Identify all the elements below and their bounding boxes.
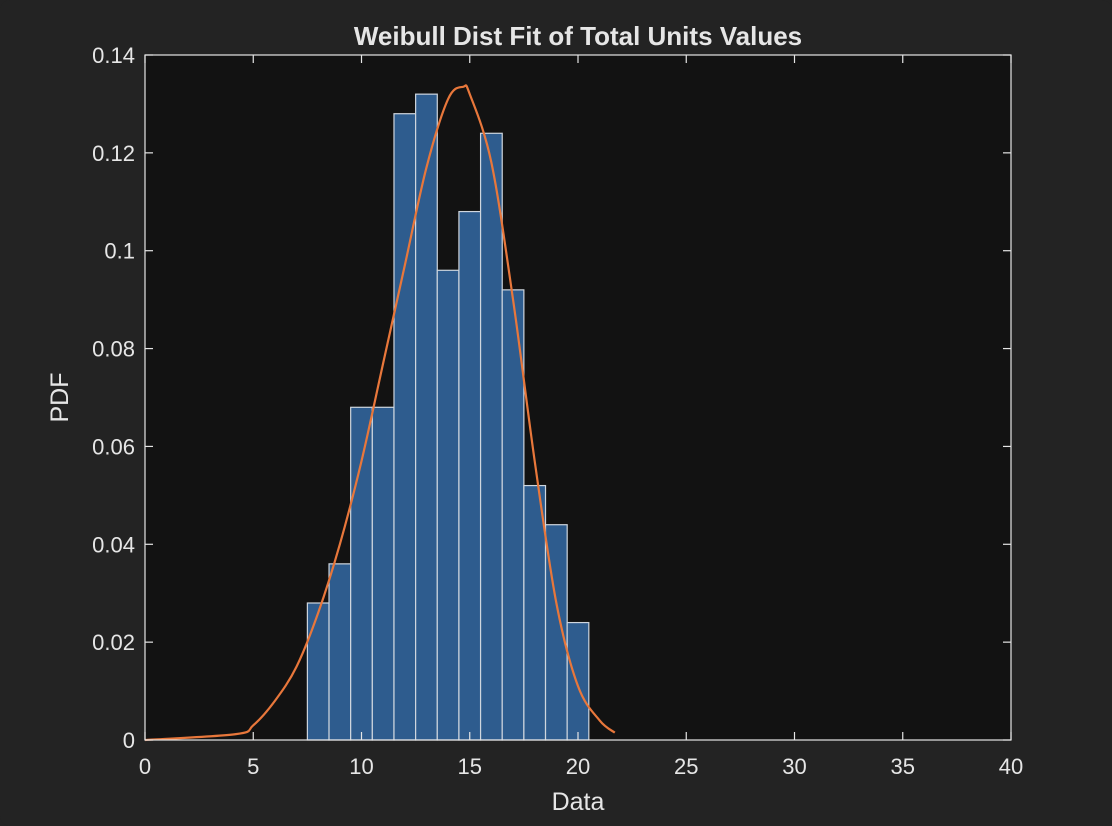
y-tick-label: 0.02 bbox=[92, 630, 135, 655]
x-tick-label: 20 bbox=[566, 754, 590, 779]
axis-ticks bbox=[144, 54, 1012, 741]
histogram-bars bbox=[306, 93, 590, 741]
x-tick-label: 30 bbox=[782, 754, 806, 779]
x-tick-label: 10 bbox=[349, 754, 373, 779]
y-tick-label: 0.06 bbox=[92, 434, 135, 459]
y-tick-label: 0 bbox=[123, 728, 135, 753]
weibull-fit-curve bbox=[144, 84, 616, 742]
y-axis-title: PDF bbox=[46, 373, 74, 423]
x-tick-label: 25 bbox=[674, 754, 698, 779]
histogram-bar bbox=[371, 406, 395, 741]
histogram-bar bbox=[393, 113, 417, 741]
y-tick-label: 0.1 bbox=[104, 239, 135, 264]
x-tick-label: 5 bbox=[247, 754, 259, 779]
histogram-bar bbox=[415, 93, 438, 741]
histogram-bar bbox=[306, 602, 330, 741]
histogram-bar bbox=[458, 210, 482, 741]
y-tick-labels: 0 0.02 0.04 0.06 0.08 0.1 0.12 0.14 bbox=[92, 43, 135, 753]
x-tick-label: 35 bbox=[891, 754, 915, 779]
histogram-bar bbox=[479, 132, 503, 741]
histogram-bar bbox=[523, 484, 547, 741]
histogram-bar bbox=[566, 621, 590, 741]
y-tick-label: 0.14 bbox=[92, 43, 135, 68]
histogram-bar bbox=[328, 563, 352, 741]
x-tick-label: 15 bbox=[458, 754, 482, 779]
y-tick-label: 0.08 bbox=[92, 337, 135, 362]
x-axis-title: Data bbox=[552, 788, 605, 816]
chart-title: Weibull Dist Fit of Total Units Values bbox=[354, 21, 802, 51]
x-tick-label: 40 bbox=[999, 754, 1023, 779]
y-tick-label: 0.04 bbox=[92, 532, 135, 557]
histogram-bar bbox=[436, 269, 460, 741]
x-tick-label: 0 bbox=[139, 754, 151, 779]
y-tick-label: 0.12 bbox=[92, 141, 135, 166]
x-tick-labels: 0 5 10 15 20 25 30 35 40 bbox=[139, 754, 1023, 779]
